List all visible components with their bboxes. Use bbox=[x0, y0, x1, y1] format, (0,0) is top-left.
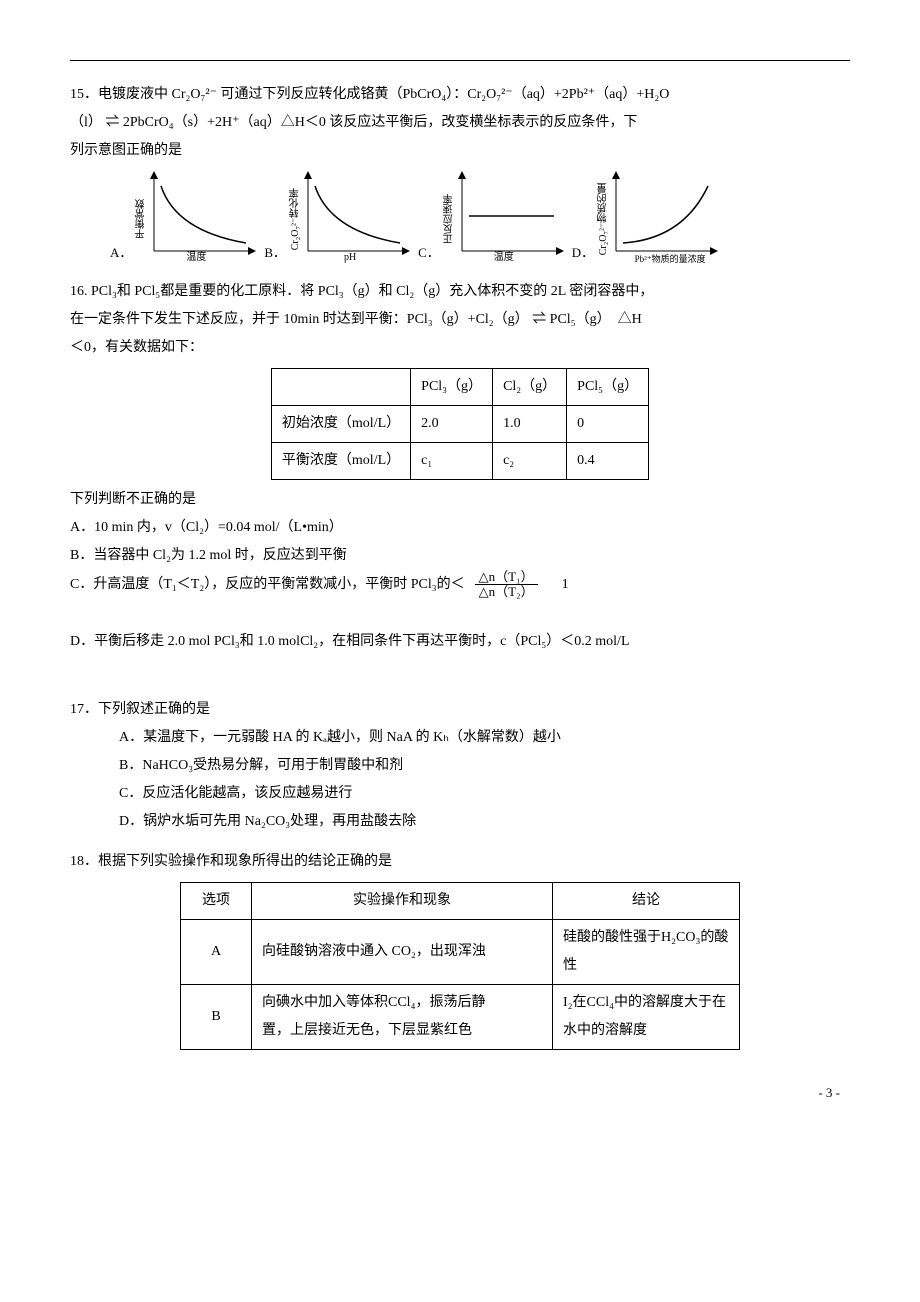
question-16: 16. PCl₃和 PCl₅都是重要的化工原料．将 PCl₃（g）和 Cl₂（g… bbox=[70, 278, 850, 656]
q17-B: B．NaHCO₃受热易分解，可用于制胃酸中和剂 bbox=[70, 752, 850, 780]
q17-head: 17．下列叙述正确的是 bbox=[70, 696, 850, 724]
q16-table: PCl₃（g） Cl₂（g） PCl₅（g） 初始浓度（mol/L） 2.0 1… bbox=[271, 368, 649, 480]
table-row: B 向碘水中加入等体积CCl₄，振荡后静 置，上层接近无色，下层显紫红色 I₂在… bbox=[181, 984, 740, 1049]
q16-optB: B．当容器中 Cl₂为 1.2 mol 时，反应达到平衡 bbox=[70, 542, 850, 570]
chart-C-xlabel: 温度 bbox=[494, 248, 514, 268]
q18-h2: 实验操作和现象 bbox=[252, 882, 553, 919]
q18-A2: 向硅酸钠溶液中通入 CO₂，出现浑浊 bbox=[252, 919, 553, 984]
chart-D-box: Cr₂O₇²⁻物质的量 Pb²⁺物质的量浓度 bbox=[598, 171, 718, 266]
chart-A-box: 平衡常数 温度 bbox=[136, 171, 256, 266]
q16-th4: PCl₅（g） bbox=[567, 369, 649, 406]
table-row: 选项 实验操作和现象 结论 bbox=[181, 882, 740, 919]
question-15: 15．电镀废液中 Cr₂O₇²⁻ 可通过下列反应转化成铬黄（PbCrO₄）：Cr… bbox=[70, 81, 850, 266]
page-rule bbox=[70, 60, 850, 61]
page-number: - 3 - bbox=[70, 1080, 850, 1106]
table-row: A 向硅酸钠溶液中通入 CO₂，出现浑浊 硅酸的酸性强于H₂CO₃的酸性 bbox=[181, 919, 740, 984]
q16-r2c1: 平衡浓度（mol/L） bbox=[271, 443, 410, 480]
chart-D-ylabel: Cr₂O₇²⁻物质的量 bbox=[594, 182, 614, 254]
q16-line3: ＜0，有关数据如下： bbox=[70, 334, 850, 362]
fraction: △n（T₁） △n（T₂） bbox=[475, 570, 538, 600]
q18-B2b: 置，上层接近无色，下层显紫红色 bbox=[262, 1023, 472, 1038]
q16-optD: D．平衡后移走 2.0 mol PCl₃和 1.0 molCl₂，在相同条件下再… bbox=[70, 628, 850, 656]
q18-h3: 结论 bbox=[553, 882, 740, 919]
q16-optC-row: C．升高温度（T₁＜T₂），反应的平衡常数减小，平衡时 PCl₃的＜ △n（T₁… bbox=[70, 570, 850, 600]
q18-B1: B bbox=[181, 984, 252, 1049]
q15-line1: 15．电镀废液中 Cr₂O₇²⁻ 可通过下列反应转化成铬黄（PbCrO₄）：Cr… bbox=[70, 81, 850, 109]
q17-D: D．锅炉水垢可先用 Na₂CO₃处理，再用盐酸去除 bbox=[70, 808, 850, 836]
q16-th1 bbox=[271, 369, 410, 406]
q16-r1c1: 初始浓度（mol/L） bbox=[271, 406, 410, 443]
chart-C-ylabel: 正反应速率 bbox=[440, 194, 460, 244]
q16-r2c4: 0.4 bbox=[567, 443, 649, 480]
q18-A1: A bbox=[181, 919, 252, 984]
chart-A-label: A． bbox=[110, 240, 132, 266]
q16-line1: 16. PCl₃和 PCl₅都是重要的化工原料．将 PCl₃（g）和 Cl₂（g… bbox=[70, 278, 850, 306]
chart-B: B． Cr₂O₇²⁻转化率 pH bbox=[264, 171, 410, 266]
chart-B-box: Cr₂O₇²⁻转化率 pH bbox=[290, 171, 410, 266]
q18-h1: 选项 bbox=[181, 882, 252, 919]
q15-chart-row: A． 平衡常数 温度 B． Cr₂O₇²⁻转化率 bbox=[110, 171, 850, 266]
frac-den: △n（T₂） bbox=[475, 585, 538, 599]
q16-th3: Cl₂（g） bbox=[493, 369, 567, 406]
q16-r2c2: c₁ bbox=[411, 443, 493, 480]
q15-line3: 列示意图正确的是 bbox=[70, 137, 850, 165]
q16-optC-tail: 1 bbox=[562, 571, 569, 599]
frac-num: △n（T₁） bbox=[475, 570, 538, 585]
chart-D-xlabel: Pb²⁺物质的量浓度 bbox=[635, 250, 706, 268]
q16-r1c3: 1.0 bbox=[493, 406, 567, 443]
table-row: 平衡浓度（mol/L） c₁ c₂ 0.4 bbox=[271, 443, 648, 480]
q18-B3: I₂在CCl₄中的溶解度大于在 水中的溶解度 bbox=[553, 984, 740, 1049]
q18-B3a: I₂在CCl₄中的溶解度大于在 bbox=[563, 995, 726, 1010]
q18-table: 选项 实验操作和现象 结论 A 向硅酸钠溶液中通入 CO₂，出现浑浊 硅酸的酸性… bbox=[180, 882, 740, 1050]
q16-below: 下列判断不正确的是 bbox=[70, 486, 850, 514]
chart-C: C． 正反应速率 温度 bbox=[418, 171, 564, 266]
chart-B-xlabel: pH bbox=[344, 248, 356, 268]
table-row: 初始浓度（mol/L） 2.0 1.0 0 bbox=[271, 406, 648, 443]
q16-optC: C．升高温度（T₁＜T₂），反应的平衡常数减小，平衡时 PCl₃的＜ bbox=[70, 571, 465, 599]
q16-r2c3: c₂ bbox=[493, 443, 567, 480]
chart-D: D． Cr₂O₇²⁻物质的量 Pb²⁺物质的量浓度 bbox=[572, 171, 718, 266]
table-row: PCl₃（g） Cl₂（g） PCl₅（g） bbox=[271, 369, 648, 406]
chart-A: A． 平衡常数 温度 bbox=[110, 171, 256, 266]
q16-th2: PCl₃（g） bbox=[411, 369, 493, 406]
q18-B2a: 向碘水中加入等体积CCl₄，振荡后静 bbox=[262, 995, 485, 1010]
q18-B2: 向碘水中加入等体积CCl₄，振荡后静 置，上层接近无色，下层显紫红色 bbox=[252, 984, 553, 1049]
chart-C-box: 正反应速率 温度 bbox=[444, 171, 564, 266]
q17-C: C．反应活化能越高，该反应越易进行 bbox=[70, 780, 850, 808]
q17-A: A．某温度下，一元弱酸 HA 的 Kₐ越小，则 NaA 的 Kₕ（水解常数）越小 bbox=[70, 724, 850, 752]
q16-r1c2: 2.0 bbox=[411, 406, 493, 443]
q18-B3b: 水中的溶解度 bbox=[563, 1023, 647, 1038]
chart-C-label: C． bbox=[418, 240, 440, 266]
q16-r1c4: 0 bbox=[567, 406, 649, 443]
question-17: 17．下列叙述正确的是 A．某温度下，一元弱酸 HA 的 Kₐ越小，则 NaA … bbox=[70, 696, 850, 836]
q15-line2: （l） ⇌ 2PbCrO₄（s）+2H⁺（aq）△H＜0 该反应达平衡后，改变横… bbox=[70, 109, 850, 137]
q16-optA: A．10 min 内，v（Cl₂）=0.04 mol/（L•min） bbox=[70, 514, 850, 542]
chart-A-ylabel: 平衡常数 bbox=[132, 199, 152, 239]
q18-head: 18．根据下列实验操作和现象所得出的结论正确的是 bbox=[70, 848, 850, 876]
q16-line2: 在一定条件下发生下述反应，并于 10min 时达到平衡：PCl₃（g）+Cl₂（… bbox=[70, 306, 850, 334]
q18-A3: 硅酸的酸性强于H₂CO₃的酸性 bbox=[553, 919, 740, 984]
chart-D-label: D． bbox=[572, 240, 594, 266]
chart-B-ylabel: Cr₂O₇²⁻转化率 bbox=[286, 187, 306, 249]
question-18: 18．根据下列实验操作和现象所得出的结论正确的是 选项 实验操作和现象 结论 A… bbox=[70, 848, 850, 1050]
chart-A-xlabel: 温度 bbox=[186, 248, 206, 268]
chart-B-label: B． bbox=[264, 240, 286, 266]
